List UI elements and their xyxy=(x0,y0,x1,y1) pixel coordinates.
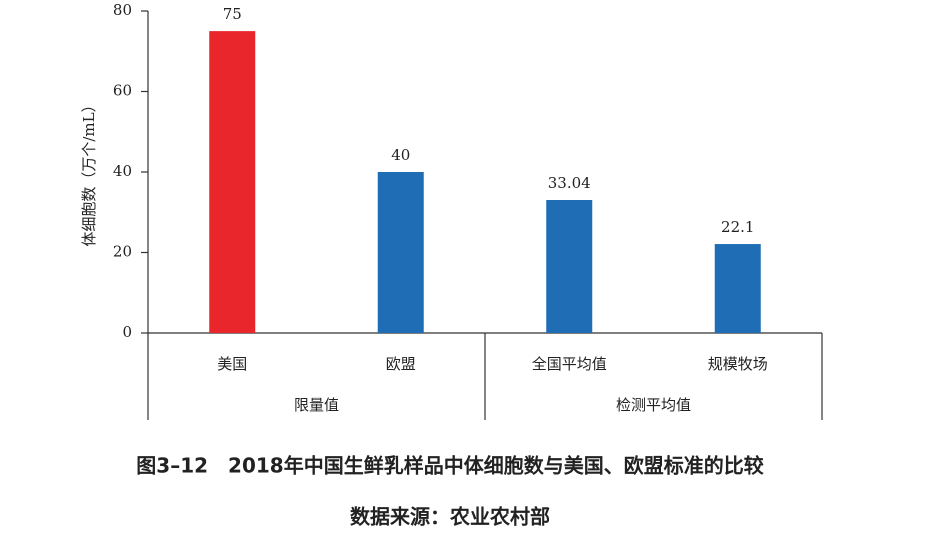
y-tick-label: 0 xyxy=(122,323,132,341)
y-tick-label: 40 xyxy=(113,162,132,180)
x-tick-label: 规模牧场 xyxy=(708,355,768,373)
bar xyxy=(546,200,593,333)
value-label: 22.1 xyxy=(721,218,754,236)
x-tick-label: 全国平均值 xyxy=(532,355,607,373)
bar xyxy=(714,244,761,333)
value-label: 33.04 xyxy=(548,174,591,192)
bar xyxy=(377,172,424,333)
bar xyxy=(209,31,256,333)
group-label: 限量值 xyxy=(294,396,339,414)
x-tick-label: 美国 xyxy=(217,355,247,373)
source: 数据来源：农业农村部 xyxy=(350,505,550,529)
value-label: 75 xyxy=(223,5,242,23)
y-axis-label: 体细胞数（万个/mL） xyxy=(80,97,98,246)
x-tick-label: 欧盟 xyxy=(386,355,416,373)
y-tick-label: 60 xyxy=(113,82,132,100)
group-label: 检测平均值 xyxy=(616,396,691,414)
caption: 图3–12 2018年中国生鲜乳样品中体细胞数与美国、欧盟标准的比较 xyxy=(136,454,763,478)
value-label: 40 xyxy=(391,146,410,164)
y-tick-label: 20 xyxy=(113,243,132,261)
y-tick-label: 80 xyxy=(113,1,132,19)
